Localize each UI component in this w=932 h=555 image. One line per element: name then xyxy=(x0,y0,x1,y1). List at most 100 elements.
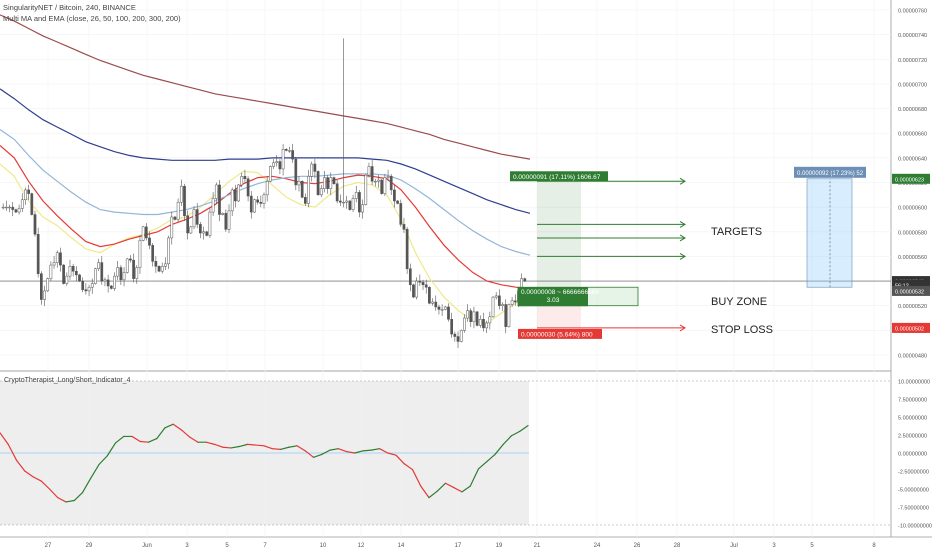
candle-body xyxy=(342,201,345,204)
candle-body xyxy=(482,319,485,329)
candle-body xyxy=(288,150,291,152)
osc-tick-label: -7.50000000 xyxy=(898,506,929,512)
osc-segment xyxy=(453,486,463,493)
candle-body xyxy=(27,189,30,194)
candle-body xyxy=(478,319,482,326)
candle-body xyxy=(402,224,406,230)
candle-body xyxy=(81,280,85,290)
stop-loss-annotation[interactable]: STOP LOSS xyxy=(711,324,773,336)
candle-body xyxy=(275,161,279,164)
candle-body xyxy=(55,252,59,263)
time-tick-label: 14 xyxy=(398,543,405,549)
price-tick-label: 0.00000680 xyxy=(898,107,927,113)
buy-zone-annotation[interactable]: BUY ZONE xyxy=(711,296,767,308)
chart-title[interactable]: SingularityNET / Bitcoin, 240, BINANCE xyxy=(3,3,136,12)
time-tick-label: 29 xyxy=(86,543,93,549)
price-tag-bg xyxy=(892,322,930,333)
osc-segment xyxy=(57,497,67,503)
candle-body xyxy=(221,213,225,215)
candle-body xyxy=(354,192,358,199)
osc-segment xyxy=(24,470,34,478)
time-tick-label: Jul xyxy=(730,543,738,549)
osc-segment xyxy=(387,452,397,456)
candle-body xyxy=(218,184,221,215)
osc-segment xyxy=(7,443,18,461)
candle-body xyxy=(164,263,167,267)
candle-body xyxy=(5,206,8,209)
time-tick-label: 21 xyxy=(534,543,541,549)
price-tick-label: 0.00000760 xyxy=(898,9,927,15)
candle-body xyxy=(399,203,403,225)
candle-body xyxy=(348,200,352,210)
candle-body xyxy=(113,275,116,289)
candle-body xyxy=(30,193,34,215)
grid xyxy=(0,0,891,537)
candle-body xyxy=(297,181,301,186)
candle-body xyxy=(345,200,349,203)
osc-segment xyxy=(139,440,150,443)
candle-body xyxy=(472,311,476,322)
drawings[interactable]: 0.00000091 (17.11%) 1606.67 0.00000008 ~ … xyxy=(510,166,866,339)
candle-body xyxy=(447,306,450,320)
candle-body xyxy=(323,177,326,189)
time-tick-label: 24 xyxy=(594,543,601,549)
candle-body xyxy=(307,176,310,204)
time-tick-label: 3 xyxy=(185,543,189,549)
candle-body xyxy=(370,166,374,182)
price-tick-label: 0.00000640 xyxy=(898,156,927,162)
candle-body xyxy=(424,284,428,288)
time-tick-label: 28 xyxy=(674,543,681,549)
buy-label-bg xyxy=(518,287,588,307)
candle-body xyxy=(383,177,387,194)
price-tick-label: 0.00000600 xyxy=(898,206,927,212)
targets-annotation[interactable]: TARGETS xyxy=(711,226,762,238)
osc-tick-label: -5.00000000 xyxy=(898,488,929,494)
osc-segment xyxy=(172,423,183,431)
candle-body xyxy=(272,162,275,167)
candle-body xyxy=(440,309,444,311)
osc-segment xyxy=(271,448,282,450)
candle-body xyxy=(386,176,390,178)
candle-body xyxy=(141,226,145,241)
oscillator-title[interactable]: CryptoTherapist_Long/Short_Indicator_4 xyxy=(4,377,131,384)
price-tick-label: 0.00000480 xyxy=(898,354,927,360)
price-tag: 0.00000532 xyxy=(895,289,924,295)
candle-body xyxy=(230,189,234,212)
candle-body xyxy=(199,224,202,234)
osc-segment xyxy=(40,480,51,490)
time-tick-label: 7 xyxy=(263,543,267,549)
candle-body xyxy=(202,231,205,234)
candle-body xyxy=(408,268,412,286)
candle-body xyxy=(269,166,272,182)
candle-body xyxy=(367,166,371,176)
osc-segment xyxy=(296,445,306,452)
osc-segment xyxy=(230,445,240,449)
candle-body xyxy=(106,279,110,287)
candle-body xyxy=(148,237,151,246)
candle-body xyxy=(24,189,27,200)
time-tick-label: Jun xyxy=(142,543,152,549)
osc-segment xyxy=(519,425,529,432)
candle-body xyxy=(373,181,377,183)
candle-body xyxy=(74,270,78,276)
measure-range[interactable] xyxy=(806,178,853,288)
indicator-legend[interactable]: Multi MA and EMA (close, 26, 50, 100, 20… xyxy=(3,14,181,23)
candle-body xyxy=(377,179,380,182)
candle-body xyxy=(17,208,21,213)
osc-segment xyxy=(354,450,364,454)
osc-segment xyxy=(288,445,298,448)
osc-segment xyxy=(469,468,480,487)
price-tick-label: 0.00000620 xyxy=(898,181,927,187)
osc-segment xyxy=(304,450,315,458)
osc-tick-label: 10.00000000 xyxy=(898,380,930,386)
candle-body xyxy=(144,226,148,239)
target-arrow-head xyxy=(679,252,686,260)
candle-body xyxy=(39,273,43,300)
price-tag-bg xyxy=(892,279,930,290)
osc-segment xyxy=(345,450,356,454)
osc-segment xyxy=(213,443,224,448)
time-tick-label: 26 xyxy=(634,543,641,549)
stop-arrow-head xyxy=(679,324,686,332)
